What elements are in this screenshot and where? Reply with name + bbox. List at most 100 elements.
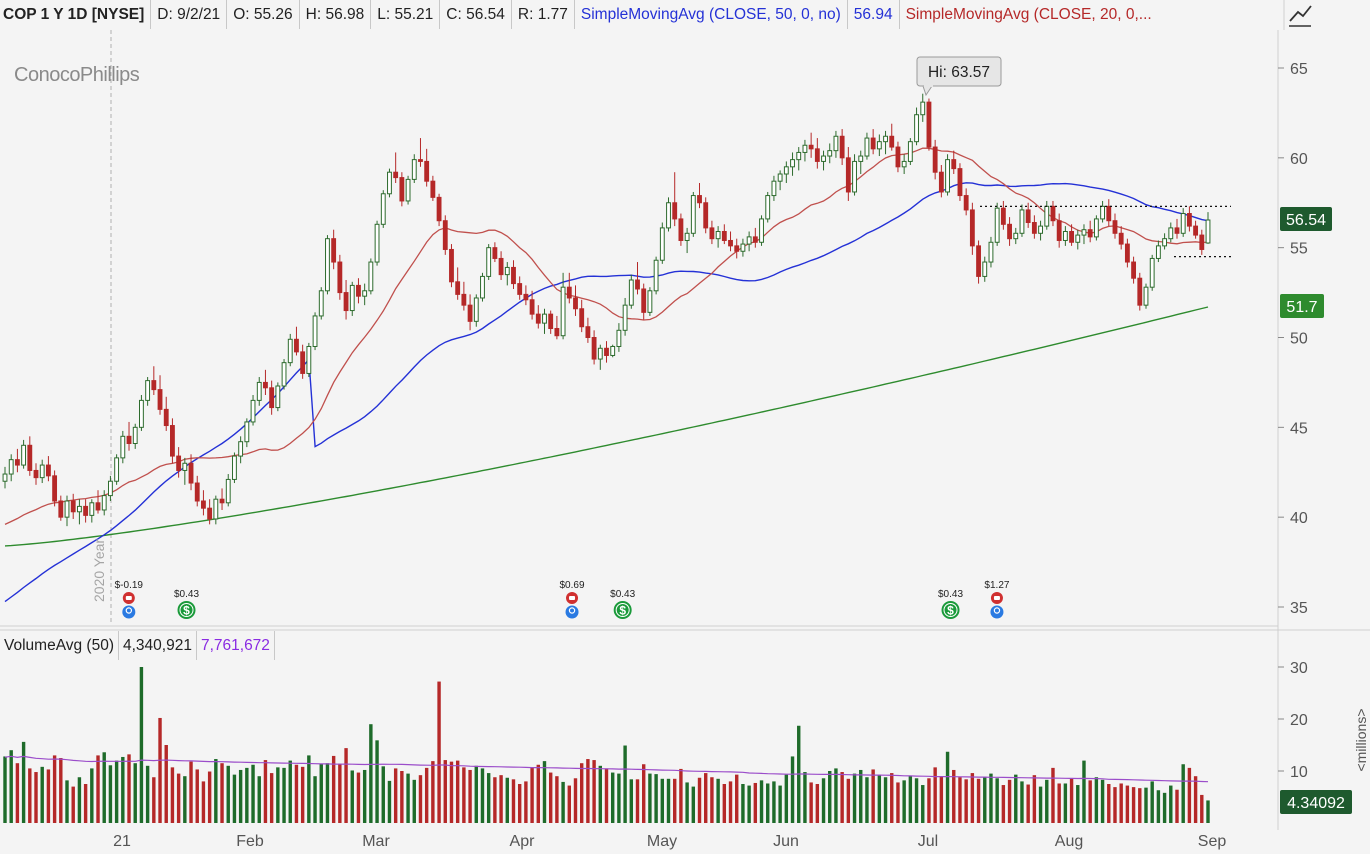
volume-bar [1088,780,1092,823]
candle-body [157,389,163,410]
candle-body [690,195,696,234]
candle-body [821,155,826,162]
candle-body [796,151,802,161]
candle-body [188,462,194,484]
volume-bar [964,779,968,823]
volume-bar [1150,781,1154,823]
volume-bar [331,755,336,823]
candle-body [1131,261,1137,279]
volume-bar [852,773,857,823]
volume-bar [220,763,224,823]
volume-bar [1020,781,1024,823]
candle-body [145,380,151,401]
candle-body [1168,227,1174,240]
candle-body [659,227,665,261]
candle-body [777,173,783,182]
volume-current-value: 4,340,921 [119,631,197,660]
candle-body [21,444,27,466]
lightbulb-icon [568,607,576,614]
sma200-badge: 51.7 [1280,294,1324,318]
volume-bar [1026,784,1030,823]
volume-bar [15,763,20,823]
volume-bar [77,777,82,823]
candle-body [715,230,721,240]
volume-bar [772,781,776,823]
last-price-value: 56.54 [1286,212,1326,229]
sma20-study-label[interactable]: SimpleMovingAvg (CLOSE, 20, 0,... [905,6,1152,23]
volume-bar [493,777,497,823]
candle-body [858,155,864,162]
volume-axis: 10 20 30 [1278,660,1308,781]
lightbulb-icon [122,605,136,619]
candle-body [76,505,82,513]
volume-bar [735,774,739,823]
candle-body [1106,205,1112,222]
candle-body [802,144,808,153]
volume-bar [71,786,75,823]
candle-body [721,230,727,241]
volume-bar [902,780,906,823]
candle-body [33,469,39,479]
time-tick-label: Aug [1055,833,1083,850]
candle-body [982,261,988,277]
volume-bar [350,770,354,823]
year-marker-label: 2020 Year [91,539,107,602]
volume-bar [114,760,119,823]
time-tick-label: Jul [918,833,938,850]
candle-body [901,160,907,168]
volume-bar [263,760,268,823]
candle-body [697,195,702,204]
volume-bar [183,776,187,823]
volume-bar [753,782,758,823]
sma50-study-label[interactable]: SimpleMovingAvg (CLOSE, 50, 0, no) [575,0,848,29]
volume-bar [1063,783,1068,823]
candle-body [1180,213,1186,234]
volume-bar [325,763,330,823]
volume-bar [530,767,534,823]
volume-bar [207,771,212,823]
volume-bar [474,765,478,823]
candle-body [411,159,417,180]
sma200-value: 51.7 [1286,299,1317,316]
candle-body [225,478,231,504]
candle-body [852,160,857,193]
candle-body [963,195,969,211]
volume-bar [393,768,398,823]
volume-bar [1187,767,1192,823]
volume-bar [1144,787,1148,823]
volume-bar [1162,792,1167,823]
company-logo: ConocoPhillips [14,64,140,86]
volume-bar [511,779,516,823]
volume-bar [1119,783,1123,823]
volume-bar [524,781,528,823]
candle-body [1174,227,1180,234]
dividend-icon [943,603,958,617]
candle-body [95,502,101,511]
volume-bar [803,772,807,823]
volume-bar [158,717,162,823]
candle-body [1038,225,1043,234]
candle-body [356,284,361,297]
volume-bar [3,756,7,823]
lightbulb-icon [565,605,579,619]
drawing-tool-icon[interactable] [1278,0,1314,30]
candle-body [1075,234,1081,243]
candle-body [232,455,237,480]
volume-study-label[interactable]: VolumeAvg (50) [0,631,119,660]
candle-body [126,435,132,445]
candle-body [449,248,454,283]
symbol-label[interactable]: COP 1 Y 1D [NYSE] [0,0,152,29]
event-markers[interactable]: $-0.19 $0.43 $ $0.69 $0.43 $ $0.43 $ $1.27 [115,580,1010,619]
candle-body [951,159,957,170]
volume-bar [201,781,206,823]
sma50-study-value: 56.94 [848,0,900,29]
earnings-value-label: $1.27 [984,580,1009,591]
candle-body [1062,230,1068,241]
candle-body [70,500,76,513]
volume-bar [257,776,261,823]
volume-bar [989,773,993,823]
candle-body [529,299,535,315]
volume-bar [164,745,168,823]
time-tick-label: 21 [113,833,131,850]
